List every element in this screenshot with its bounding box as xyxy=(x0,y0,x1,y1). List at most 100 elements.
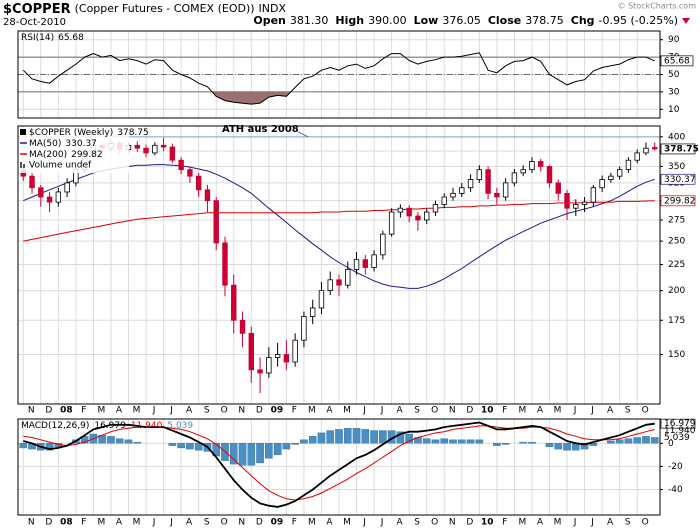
histogram-bar xyxy=(580,443,589,450)
x-tick-label: O xyxy=(642,406,649,416)
histogram-bar xyxy=(256,443,264,464)
last-value-label: 299.82 xyxy=(664,196,696,206)
histogram-bar xyxy=(133,441,142,444)
moving-average xyxy=(23,200,655,242)
x-tick-label: A xyxy=(326,406,333,416)
candle-body xyxy=(424,211,430,221)
quote-value: 381.30 xyxy=(290,14,329,27)
candle-body xyxy=(55,191,62,203)
candle-body xyxy=(257,369,263,374)
legend: RSI(14) 65.68 xyxy=(21,33,84,43)
candle-body xyxy=(538,161,544,167)
x-tick-label: D xyxy=(466,406,473,416)
x-tick-label: A xyxy=(116,518,123,528)
candle-body xyxy=(178,159,184,171)
x-tick-label: A xyxy=(607,406,614,416)
y-tick-label: 0 xyxy=(668,439,674,449)
histogram-bar xyxy=(168,443,177,446)
histogram-bar xyxy=(317,432,326,444)
x-tick-label: F xyxy=(502,518,507,528)
x-tick-label: M xyxy=(98,406,106,416)
legend-name: $COPPER (Weekly) xyxy=(29,128,113,138)
candle-body xyxy=(608,175,614,180)
candle-body xyxy=(29,175,35,189)
candle-body xyxy=(406,207,412,217)
histogram-bar xyxy=(457,439,466,444)
legend-value: 16.979 xyxy=(94,421,126,431)
x-tick-label: M xyxy=(519,406,527,416)
histogram-bar xyxy=(650,437,659,444)
candle-body xyxy=(573,203,579,209)
x-tick-label: M xyxy=(343,406,351,416)
legend-name: RSI(14) xyxy=(21,33,54,43)
last-value-label: 16.979 xyxy=(664,419,696,429)
x-tick-label: D xyxy=(256,406,263,416)
y-tick-label: 225 xyxy=(668,260,685,270)
x-tick-label: A xyxy=(537,518,544,528)
legend-name: MA(200) xyxy=(29,150,67,160)
x-tick-label: D xyxy=(45,518,52,528)
candle-body xyxy=(643,147,649,154)
exchange: INDX xyxy=(259,2,287,15)
instrument-name: (Copper Futures - COMEX (EOD)) xyxy=(75,2,255,15)
x-tick-label: A xyxy=(397,518,404,528)
y-tick-label: -20 xyxy=(668,462,683,472)
legend-value: 299.82 xyxy=(71,150,103,160)
x-tick-label: A xyxy=(116,406,123,416)
legend-value: 5.039 xyxy=(167,421,193,431)
x-tick-label: 10 xyxy=(481,406,494,416)
x-tick-label: M xyxy=(554,406,562,416)
quote-value: 390.00 xyxy=(368,14,407,27)
legend-swatch xyxy=(20,129,26,135)
x-tick-label: O xyxy=(642,518,649,528)
candle-body xyxy=(599,179,605,189)
candle-body xyxy=(388,211,395,235)
rsi-line xyxy=(22,52,655,105)
quote-label: Open xyxy=(253,14,286,27)
candle-body xyxy=(625,159,632,171)
histogram-bar xyxy=(615,439,624,444)
candle-body xyxy=(213,200,219,244)
x-tick-label: S xyxy=(625,406,631,416)
candle-body xyxy=(195,175,202,191)
histogram-bar xyxy=(352,428,361,444)
x-tick-label: D xyxy=(256,518,263,528)
legend-swatch xyxy=(23,164,25,168)
histogram-bar xyxy=(563,443,571,451)
x-tick-label: M xyxy=(308,406,316,416)
candle-body xyxy=(459,187,465,194)
y-tick-label: 150 xyxy=(668,350,685,360)
quote-label: Close xyxy=(488,14,521,27)
y-tick-label: 50 xyxy=(668,70,680,80)
x-tick-label: J xyxy=(590,406,594,416)
histogram-bar xyxy=(422,438,431,444)
histogram-bar xyxy=(308,436,317,444)
candle-body xyxy=(362,259,369,268)
candle-body xyxy=(152,144,158,154)
candle-body xyxy=(283,354,290,363)
panel-border xyxy=(17,30,661,119)
candle-body xyxy=(301,316,307,341)
legend-value: 11.940 xyxy=(131,421,163,431)
candle-body xyxy=(511,172,518,184)
x-tick-label: A xyxy=(326,518,333,528)
histogram-bar xyxy=(265,443,273,459)
candle-body xyxy=(564,192,570,209)
candle-body xyxy=(231,284,237,321)
x-tick-label: J xyxy=(573,406,577,416)
histogram-bar xyxy=(361,429,370,444)
candle-body xyxy=(204,189,211,202)
annotation-text: ATH aus 2008 xyxy=(222,124,299,135)
candle-body xyxy=(274,354,281,358)
x-tick-label: N xyxy=(238,406,245,416)
candle-body xyxy=(616,169,623,177)
candle-body xyxy=(239,319,246,334)
last-value-label: 5.039 xyxy=(664,433,690,443)
candle-body xyxy=(327,279,333,292)
histogram-bar xyxy=(642,436,650,444)
histogram-bar xyxy=(177,443,185,449)
x-tick-label: D xyxy=(45,406,52,416)
legend: Volume undef xyxy=(29,161,92,171)
y-tick-label: 90 xyxy=(668,35,680,45)
y-tick-label: 175 xyxy=(668,316,685,326)
